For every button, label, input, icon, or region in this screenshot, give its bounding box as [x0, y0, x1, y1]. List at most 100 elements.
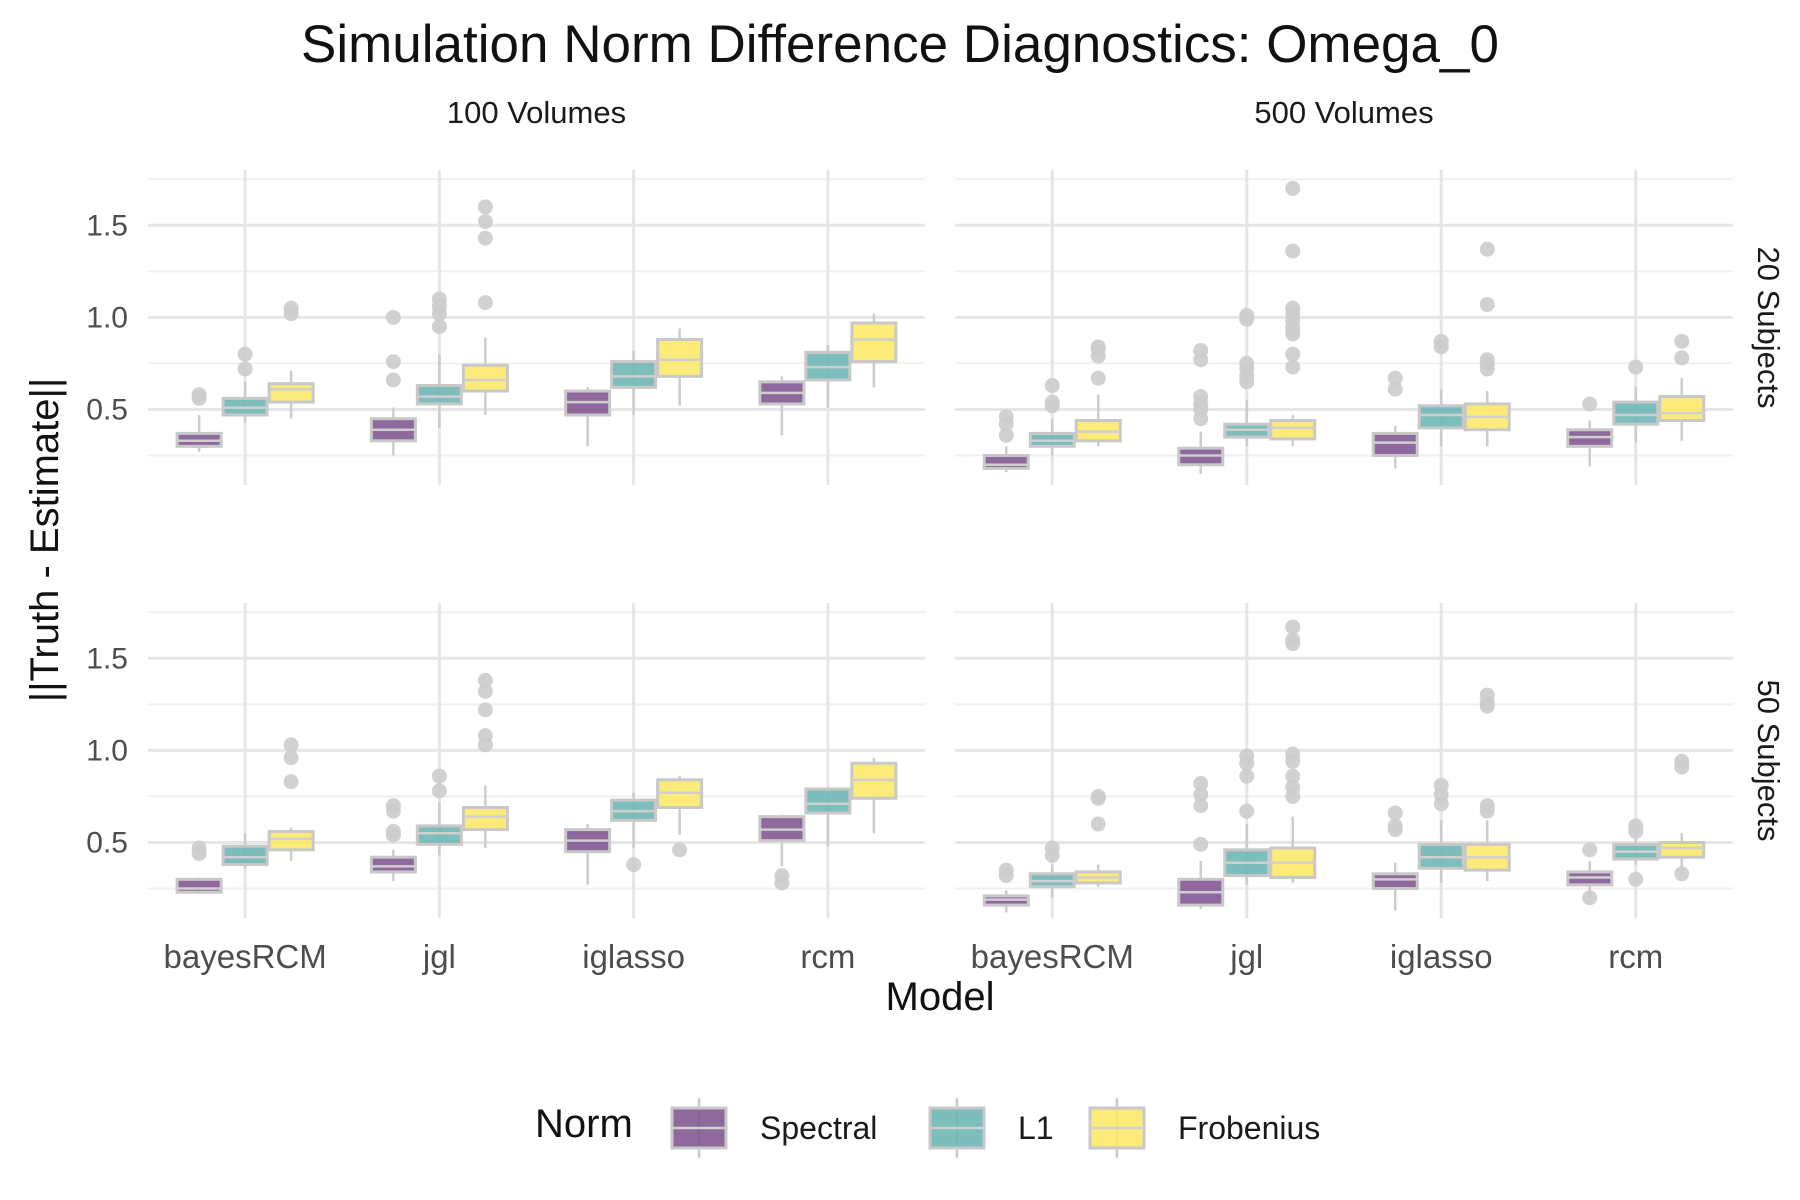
outlier-point [1628, 818, 1644, 834]
box-iglasso-spectral [564, 387, 612, 447]
outlier-point [1239, 355, 1255, 371]
box-iglasso-frobenius [656, 328, 704, 406]
outlier-point [431, 783, 447, 799]
box-rcm-frobenius [1658, 753, 1706, 882]
outlier-point [1044, 840, 1060, 856]
outlier-point [283, 737, 299, 753]
box-iglasso-l1 [610, 792, 658, 873]
box-iqr [850, 321, 898, 364]
outlier-point [477, 230, 493, 246]
box-rcm-frobenius [1658, 333, 1706, 441]
outlier-point [1433, 333, 1449, 349]
y-tick-label: 1.0 [86, 301, 128, 334]
outlier-point [1285, 619, 1301, 635]
outlier-point [1285, 300, 1301, 316]
x-tick-label: jgl [422, 938, 456, 975]
box-bayesRCM-l1 [221, 833, 269, 869]
outlier-point [385, 354, 401, 370]
outlier-point [1090, 788, 1106, 804]
x-tick-label: bayesRCM [164, 938, 327, 975]
box-iqr [415, 384, 463, 406]
outlier-point [1479, 352, 1495, 368]
outlier-point [191, 840, 207, 856]
box-iqr [656, 337, 704, 378]
outlier-point [1582, 890, 1598, 906]
box-bayesRCM-l1 [1028, 378, 1076, 456]
outlier-point [1387, 381, 1403, 397]
box-jgl-spectral [369, 309, 417, 456]
outlier-point [1582, 842, 1598, 858]
legend-label-frobenius: Frobenius [1178, 1110, 1320, 1146]
box-iqr [175, 877, 223, 894]
panel-100-volumes-50-subjects: 0.5 1.0 1.5 bayesRCM jgl iglasso rcm [86, 603, 925, 975]
outlier-point [1628, 871, 1644, 887]
outlier-point [237, 361, 253, 377]
box-bayesRCM-spectral [175, 387, 223, 452]
box-jgl-spectral [1177, 776, 1225, 909]
y-tick-label: 1.5 [86, 209, 128, 242]
box-jgl-l1 [1223, 308, 1271, 447]
box-rcm-spectral [1566, 396, 1614, 467]
box-iqr [1612, 400, 1660, 426]
outlier-point [1674, 866, 1690, 882]
legend-label-l1: L1 [1018, 1110, 1054, 1146]
y-tick-label: 1.0 [86, 734, 128, 767]
outlier-point [1285, 243, 1301, 259]
box-bayesRCM-frobenius [267, 300, 315, 419]
outlier-point [1285, 180, 1301, 196]
box-iglasso-spectral [564, 824, 612, 885]
outlier-point [477, 702, 493, 718]
box-iglasso-l1 [1417, 333, 1465, 447]
facet-strip-column: 500 Volumes [1254, 95, 1433, 130]
box-iqr [221, 844, 269, 867]
outlier-point [1674, 753, 1690, 769]
y-tick-label: 0.5 [86, 826, 128, 859]
outlier-point [1433, 777, 1449, 793]
box-iglasso-l1 [610, 350, 658, 415]
outlier-point [191, 387, 207, 403]
outlier-point [477, 728, 493, 744]
outlier-point [1193, 389, 1209, 405]
box-iqr [267, 382, 315, 404]
outlier-point [998, 409, 1014, 425]
outlier-point [1090, 816, 1106, 832]
outlier-point [477, 214, 493, 230]
outlier-point [672, 842, 688, 858]
outlier-point [1239, 768, 1255, 784]
outlier-point [998, 427, 1014, 443]
outlier-point [1387, 370, 1403, 386]
outlier-point [1090, 339, 1106, 355]
box-iglasso-frobenius [1463, 687, 1511, 882]
box-bayesRCM-spectral [982, 862, 1030, 913]
outlier-point [998, 862, 1014, 878]
box-bayesRCM-frobenius [1074, 339, 1122, 447]
outlier-point [237, 346, 253, 362]
outlier-point [1193, 798, 1209, 814]
outlier-point [626, 857, 642, 873]
x-tick-label: iglasso [582, 938, 685, 975]
y-axis-title: ||Truth - Estimate|| [23, 378, 67, 703]
outlier-point [1479, 296, 1495, 312]
outlier-point [1674, 350, 1690, 366]
box-iqr [1658, 840, 1706, 859]
outlier-point [477, 672, 493, 688]
box-rcm-spectral [758, 814, 806, 891]
outlier-point [1239, 308, 1255, 324]
outlier-point [1285, 632, 1301, 648]
outlier-point [431, 291, 447, 307]
chart-title: Simulation Norm Difference Diagnostics: … [301, 15, 1499, 74]
outlier-point [1285, 359, 1301, 375]
box-rcm-frobenius [850, 313, 898, 388]
outlier-point [385, 823, 401, 839]
panel-500-volumes-20-subjects: 500 Volumes 20 Subjects [955, 95, 1786, 485]
legend-key-frobenius [1088, 1098, 1146, 1158]
outlier-point [1193, 787, 1209, 803]
box-iglasso-frobenius [656, 776, 704, 858]
box-rcm-spectral [1566, 842, 1614, 906]
box-iqr [1371, 431, 1419, 458]
outlier-point [1193, 343, 1209, 359]
outlier-point [1285, 346, 1301, 362]
box-iqr [1417, 404, 1465, 430]
outlier-point [283, 300, 299, 316]
